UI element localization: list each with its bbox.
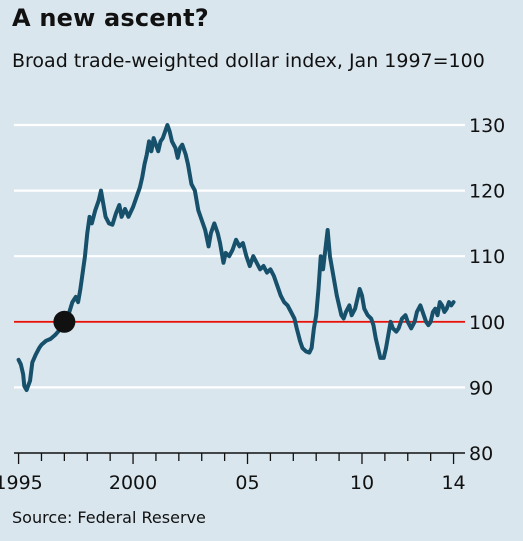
chart-subtitle: Broad trade-weighted dollar index, Jan 1…	[12, 50, 485, 72]
chart-source: Source: Federal Reserve	[12, 508, 206, 527]
y-tick-label: 120	[469, 181, 505, 203]
x-tick-label: 10	[350, 472, 374, 494]
y-tick-label: 110	[469, 246, 505, 268]
x-tick-label: 1995	[0, 472, 43, 494]
x-tick-label: 14	[441, 472, 465, 494]
x-tick-label: 2000	[109, 472, 157, 494]
y-tick-label: 100	[469, 312, 505, 334]
y-tick-label: 130	[469, 115, 505, 137]
base-date-marker	[53, 310, 76, 333]
series-line-dollar-index	[16, 123, 456, 393]
y-tick-label: 80	[469, 443, 493, 465]
x-tick-label: 05	[235, 472, 259, 494]
chart-title: A new ascent?	[12, 4, 209, 32]
y-tick-label: 90	[469, 377, 493, 399]
